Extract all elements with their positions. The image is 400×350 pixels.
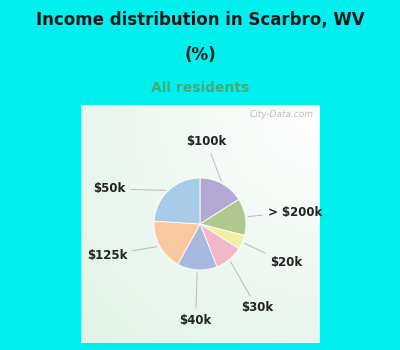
Wedge shape [154, 221, 200, 264]
Text: $100k: $100k [186, 135, 227, 181]
Text: $125k: $125k [87, 247, 157, 262]
Wedge shape [200, 224, 244, 248]
Text: All residents: All residents [151, 80, 249, 94]
Text: $50k: $50k [93, 182, 166, 195]
Text: Income distribution in Scarbro, WV: Income distribution in Scarbro, WV [36, 10, 364, 28]
Text: > $200k: > $200k [248, 205, 322, 219]
Wedge shape [200, 199, 246, 236]
Wedge shape [178, 224, 217, 270]
Text: City-Data.com: City-Data.com [250, 110, 314, 119]
Text: (%): (%) [184, 46, 216, 63]
Wedge shape [200, 224, 239, 267]
Text: $20k: $20k [245, 244, 303, 270]
Text: $40k: $40k [180, 273, 212, 327]
Wedge shape [200, 178, 239, 224]
Text: $30k: $30k [231, 262, 273, 314]
Wedge shape [154, 178, 200, 224]
